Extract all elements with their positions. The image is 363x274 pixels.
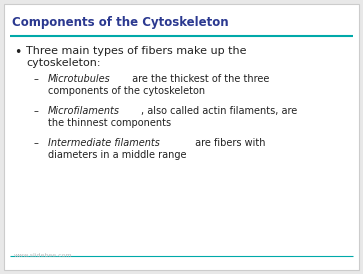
Text: , also called actin filaments, are: , also called actin filaments, are [141,106,297,116]
Text: •: • [14,46,21,59]
Text: Components of the Cytoskeleton: Components of the Cytoskeleton [12,16,229,29]
Text: cytoskeleton:: cytoskeleton: [26,58,101,68]
Text: www.slidebee.com: www.slidebee.com [14,253,73,258]
Text: diameters in a middle range: diameters in a middle range [48,150,187,160]
Text: –: – [34,138,39,148]
Text: Microfilaments: Microfilaments [48,106,120,116]
Text: Three main types of fibers make up the: Three main types of fibers make up the [26,46,246,56]
Text: components of the cytoskeleton: components of the cytoskeleton [48,86,205,96]
Text: –: – [34,106,39,116]
Text: the thinnest components: the thinnest components [48,118,171,128]
Text: are fibers with: are fibers with [192,138,266,148]
Text: Intermediate filaments: Intermediate filaments [48,138,160,148]
Text: are the thickest of the three: are the thickest of the three [129,74,269,84]
Text: Microtubules: Microtubules [48,74,111,84]
Text: –: – [34,74,39,84]
